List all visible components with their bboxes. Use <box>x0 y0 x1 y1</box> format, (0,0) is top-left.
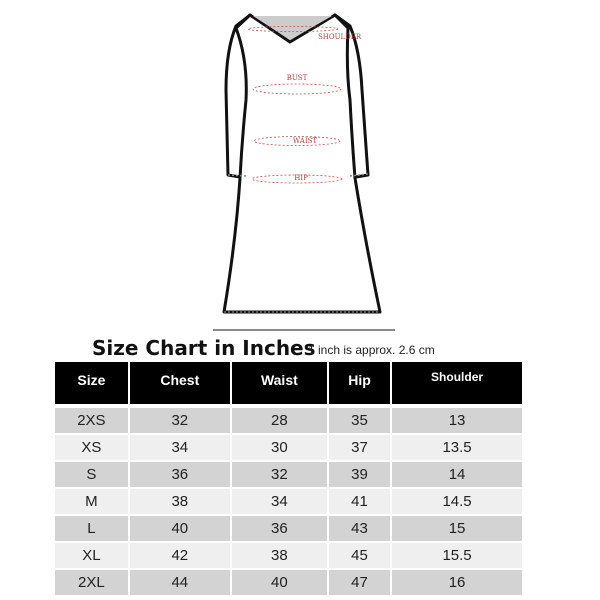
header-size: Size <box>55 362 130 406</box>
waist-label: WAIST <box>293 137 317 145</box>
cell-waist: 34 <box>230 487 329 515</box>
cell-size: 2XS <box>55 404 130 434</box>
table-row: 2XL 44 40 47 16 <box>55 568 522 595</box>
hip-label: HIP <box>294 174 308 182</box>
cell-shoulder: 14 <box>391 460 522 488</box>
dress-diagram: SHOULDER BUST WAIST HIP <box>213 13 395 331</box>
cell-hip: 47 <box>327 568 393 595</box>
conversion-note: 1 inch is approx. 2.6 cm <box>308 343 435 357</box>
table-row: 2XS 32 28 35 13 <box>55 404 522 434</box>
cell-chest: 36 <box>128 460 232 488</box>
cell-waist: 38 <box>230 541 329 569</box>
cell-waist: 30 <box>230 433 329 461</box>
cell-shoulder: 16 <box>391 568 522 595</box>
header-hip: Hip <box>327 362 393 406</box>
cell-waist: 32 <box>230 460 329 488</box>
cell-chest: 34 <box>128 433 232 461</box>
size-chart-table: Size Chest Waist Hip Shoulder 2XS 32 28 35 1… <box>55 362 522 595</box>
cell-size: L <box>55 514 130 542</box>
table-row: M 38 34 41 14.5 <box>55 487 522 515</box>
table-row: XS 34 30 37 13.5 <box>55 433 522 461</box>
cell-shoulder: 13.5 <box>391 433 522 461</box>
bust-label: BUST <box>287 74 308 82</box>
header-shoulder: Shoulder <box>391 362 522 406</box>
cell-size: XS <box>55 433 130 461</box>
cell-size: 2XL <box>55 568 130 595</box>
cell-shoulder: 15.5 <box>391 541 522 569</box>
cell-waist: 40 <box>230 568 329 595</box>
cell-waist: 36 <box>230 514 329 542</box>
cell-chest: 44 <box>128 568 232 595</box>
shoulder-measure-line <box>247 26 339 32</box>
cell-hip: 37 <box>327 433 393 461</box>
shoulder-label: SHOULDER <box>318 33 362 41</box>
waist-measure-line <box>253 136 341 146</box>
table-header-row: Size Chest Waist Hip Shoulder <box>55 362 522 406</box>
table-row: XL 42 38 45 15.5 <box>55 541 522 569</box>
cell-size: S <box>55 460 130 488</box>
hip-measure-line <box>251 174 343 184</box>
cell-hip: 45 <box>327 541 393 569</box>
cell-chest: 32 <box>128 404 232 434</box>
cell-waist: 28 <box>230 404 329 434</box>
cell-chest: 40 <box>128 514 232 542</box>
cell-shoulder: 14.5 <box>391 487 522 515</box>
cell-hip: 39 <box>327 460 393 488</box>
bust-measure-line <box>252 83 342 95</box>
cell-shoulder: 15 <box>391 514 522 542</box>
cell-hip: 43 <box>327 514 393 542</box>
cell-chest: 38 <box>128 487 232 515</box>
page-title: Size Chart in Inches <box>92 336 316 360</box>
cell-shoulder: 13 <box>391 404 522 434</box>
cell-size: M <box>55 487 130 515</box>
cell-chest: 42 <box>128 541 232 569</box>
table-row: S 36 32 39 14 <box>55 460 522 488</box>
cell-hip: 41 <box>327 487 393 515</box>
cell-hip: 35 <box>327 404 393 434</box>
header-chest: Chest <box>128 362 232 406</box>
table-row: L 40 36 43 15 <box>55 514 522 542</box>
cell-size: XL <box>55 541 130 569</box>
header-waist: Waist <box>230 362 329 406</box>
